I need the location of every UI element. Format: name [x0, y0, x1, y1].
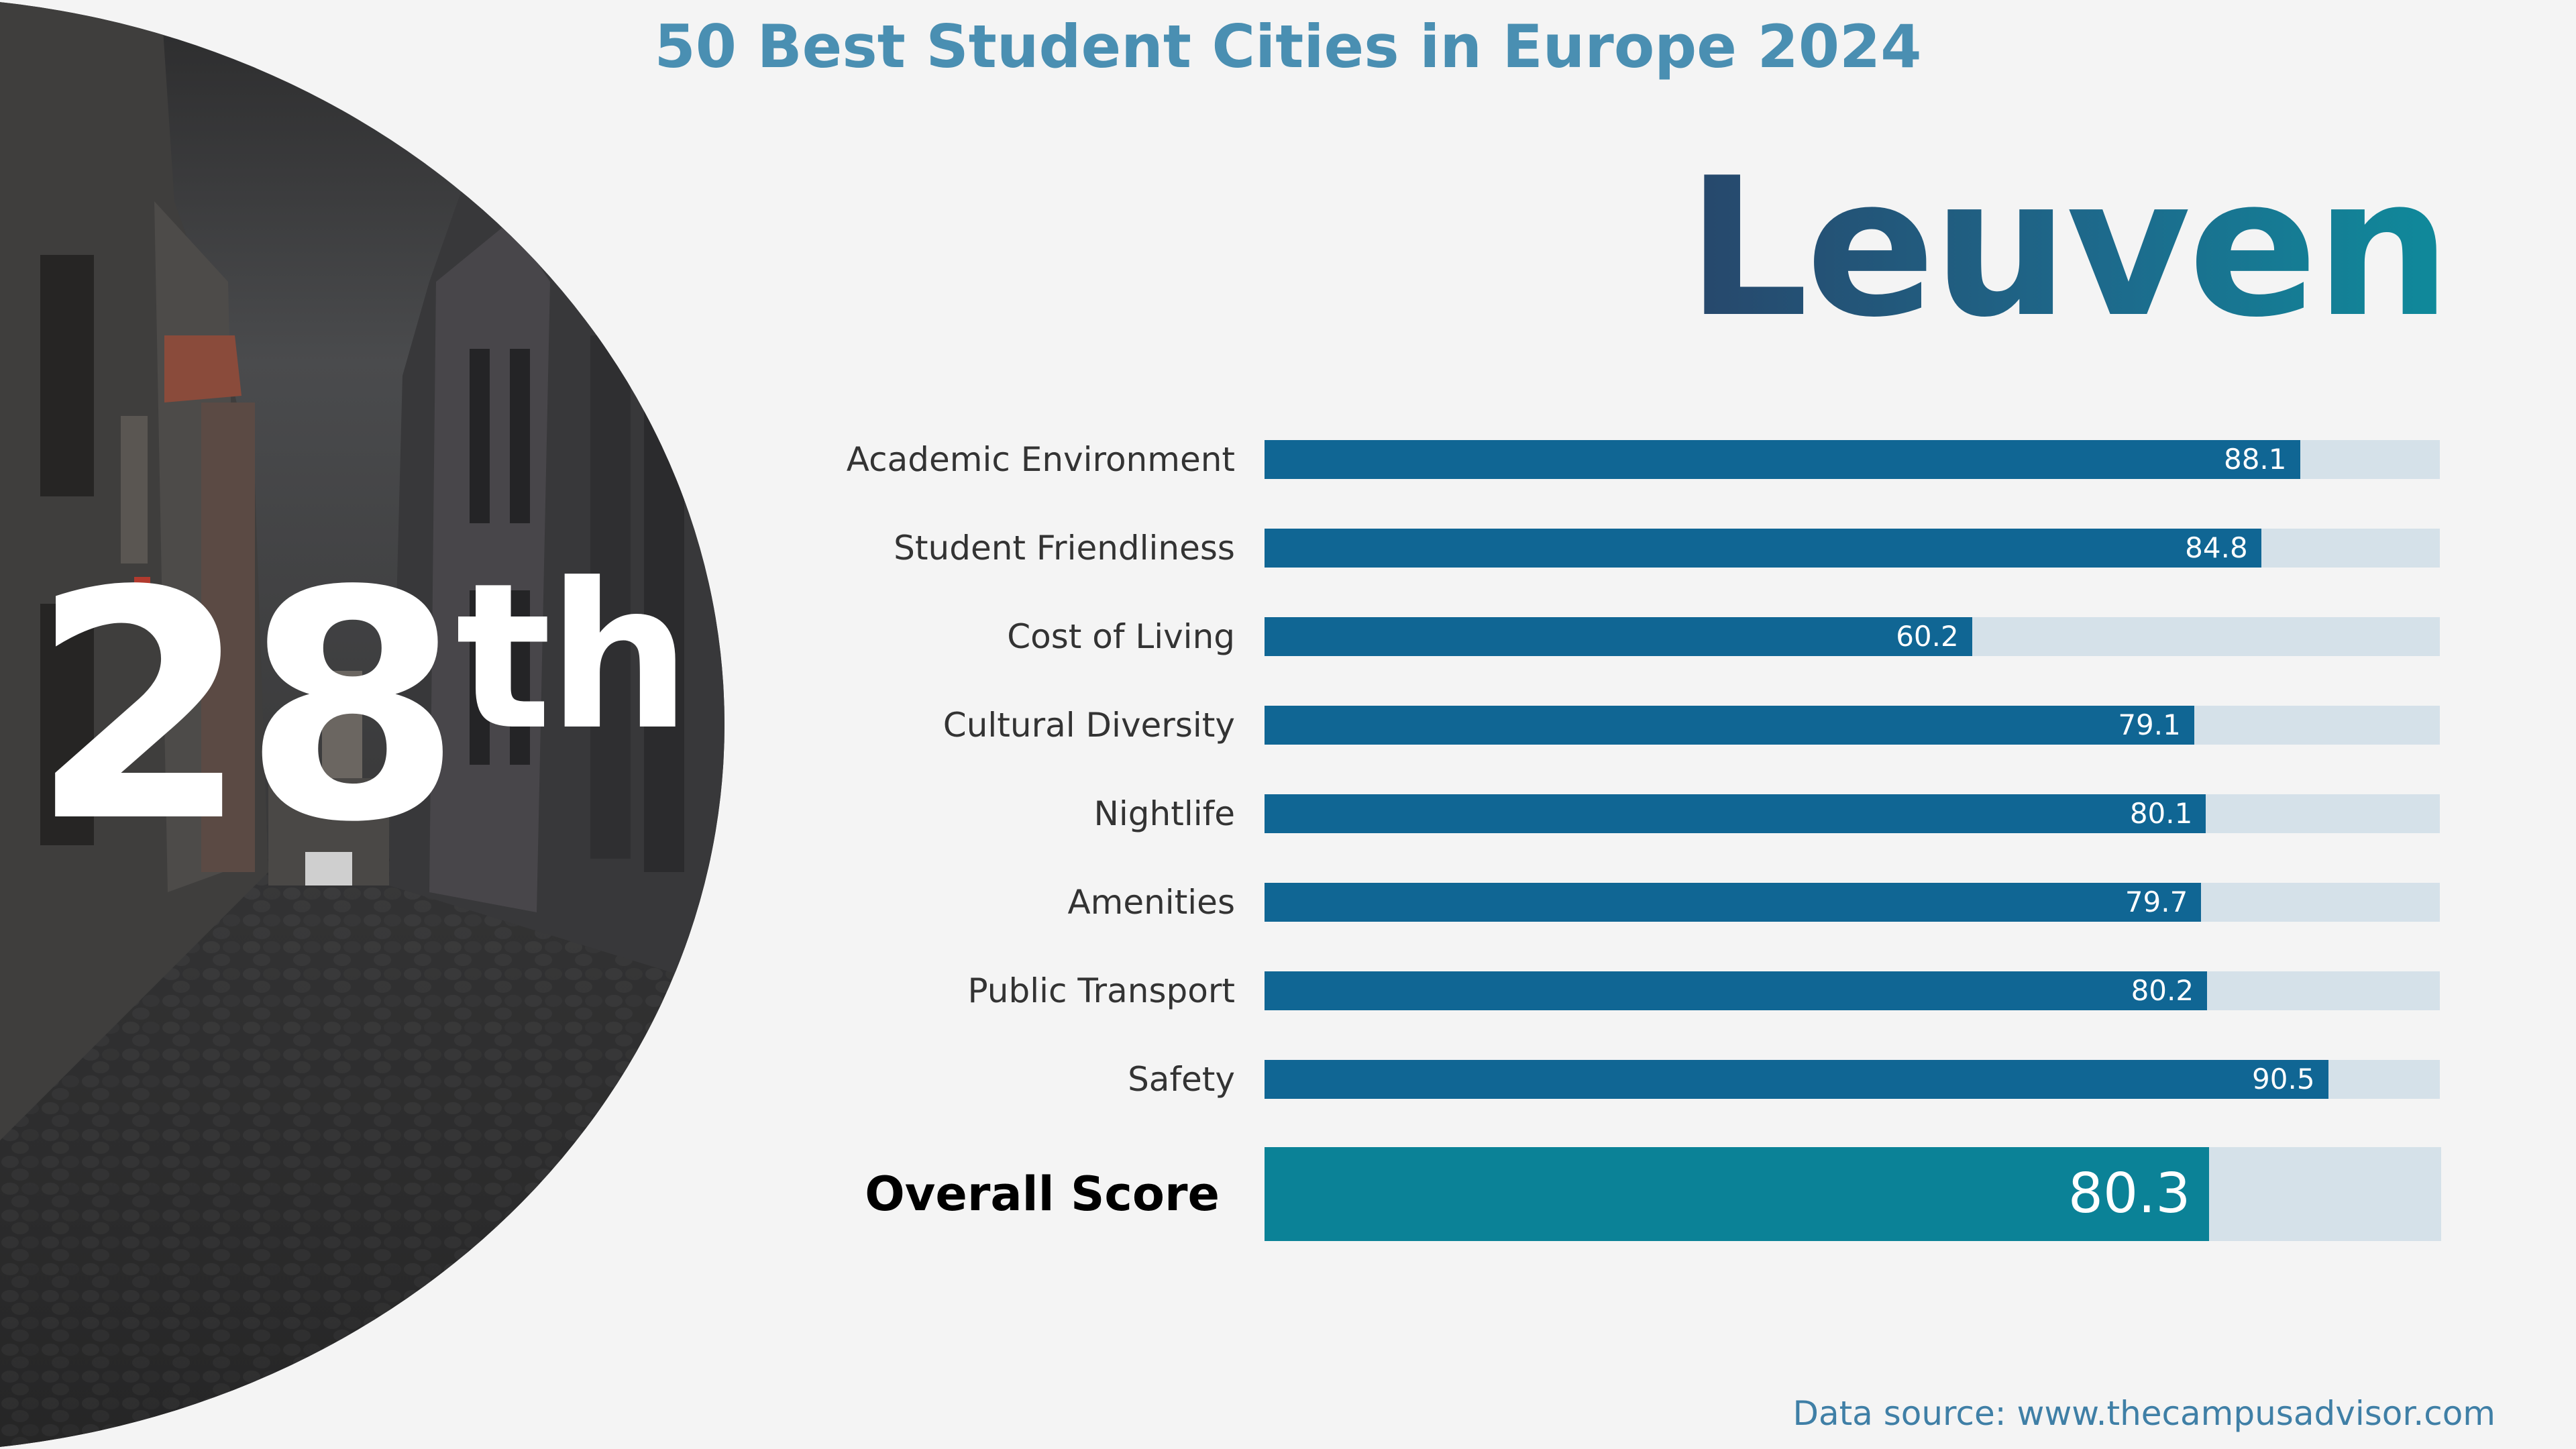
city-rank: 28th	[30, 550, 691, 865]
bar-value-label: 80.1	[2129, 797, 2193, 830]
bar-value-label: 60.2	[1896, 620, 1959, 653]
bar: 88.1	[1265, 440, 2300, 479]
bar-value-label: 80.2	[2131, 974, 2194, 1007]
category-label: Cultural Diversity	[943, 706, 1235, 745]
bar-value-label: 90.5	[2252, 1063, 2315, 1095]
bar: 84.8	[1265, 529, 2261, 568]
bar-value-label: 79.7	[2125, 885, 2188, 918]
rank-number: 28	[30, 524, 462, 891]
page-title: 50 Best Student Cities in Europe 2024	[654, 12, 1922, 81]
bar-value-label: 84.8	[2185, 531, 2248, 564]
bar-track: 80.2	[1265, 971, 2440, 1010]
bar-track: 79.1	[1265, 706, 2440, 745]
bar-track: 88.1	[1265, 440, 2440, 479]
data-source: Data source: www.thecampusadvisor.com	[1792, 1394, 2496, 1433]
bar-track: 60.2	[1265, 617, 2440, 656]
category-label: Student Friendliness	[894, 529, 1235, 568]
bar-track: 79.7	[1265, 883, 2440, 922]
bar: 80.1	[1265, 794, 2206, 833]
category-label: Cost of Living	[1007, 617, 1235, 656]
bar: 80.2	[1265, 971, 2208, 1010]
bar: 79.1	[1265, 706, 2194, 745]
bar-track: 80.1	[1265, 794, 2440, 833]
overall-score-bar: 80.3	[1265, 1147, 2210, 1241]
category-label: Public Transport	[967, 971, 1236, 1010]
category-label: Academic Environment	[846, 440, 1235, 479]
overall-score-label: Overall Score	[865, 1167, 1220, 1222]
bar: 79.7	[1265, 883, 2202, 922]
city-name: Leuven	[1686, 137, 2451, 360]
bar: 90.5	[1265, 1060, 2328, 1099]
bar-value-label: 88.1	[2223, 443, 2287, 476]
category-label: Nightlife	[1093, 794, 1235, 833]
bar-track: 90.5	[1265, 1060, 2440, 1099]
category-label: Safety	[1128, 1060, 1235, 1099]
overall-score-track: 80.3	[1265, 1147, 2441, 1241]
rank-suffix: th	[455, 540, 691, 774]
overall-score-value: 80.3	[2068, 1162, 2191, 1226]
bar-track: 84.8	[1265, 529, 2440, 568]
bar: 60.2	[1265, 617, 1972, 656]
category-label: Amenities	[1067, 883, 1235, 922]
bar-value-label: 79.1	[2118, 708, 2181, 741]
